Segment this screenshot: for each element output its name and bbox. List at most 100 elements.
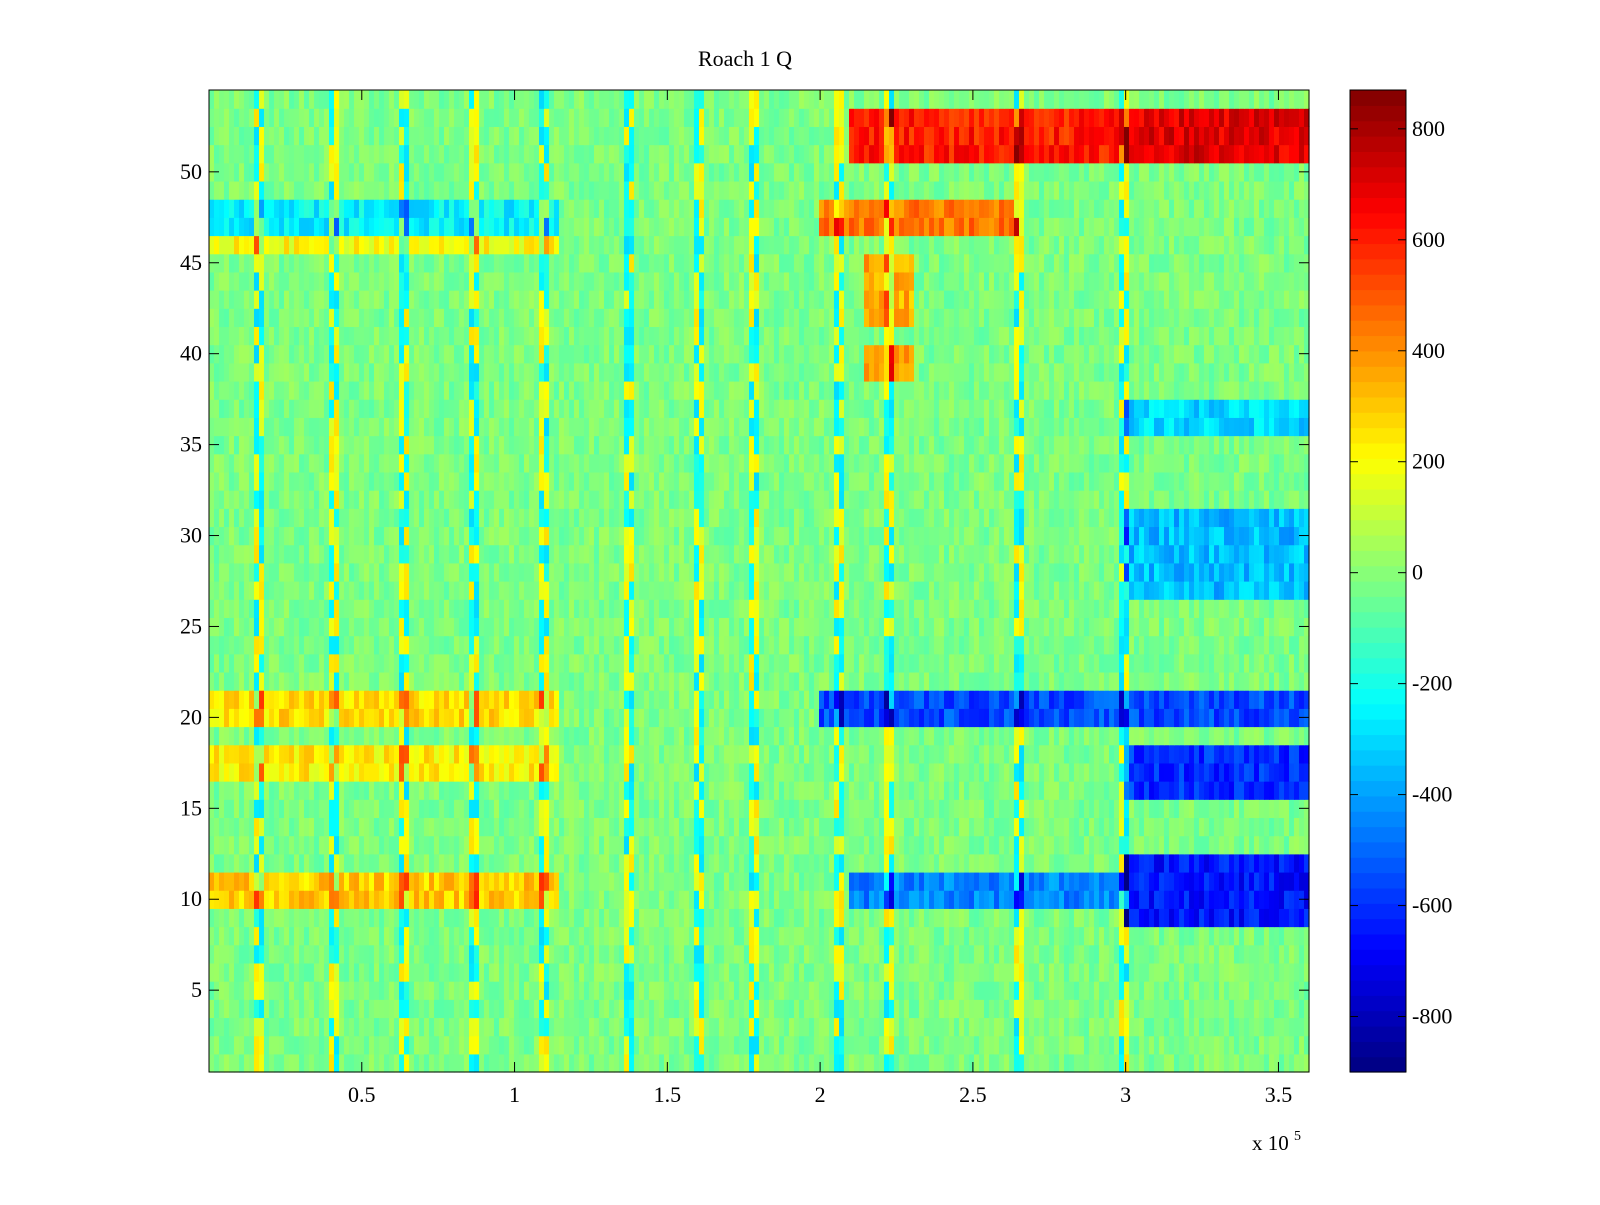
heatmap-cell xyxy=(1254,1053,1260,1073)
heatmap-cell xyxy=(649,835,655,855)
heatmap-cell xyxy=(719,799,725,819)
heatmap-cell xyxy=(524,799,530,819)
heatmap-cell xyxy=(1254,835,1260,855)
heatmap-cell xyxy=(704,653,710,673)
heatmap-cell xyxy=(899,799,905,819)
heatmap-cell xyxy=(479,926,485,946)
heatmap-cell xyxy=(609,708,615,728)
heatmap-cell xyxy=(609,890,615,909)
heatmap-cell xyxy=(539,1035,545,1055)
heatmap-cell xyxy=(1004,981,1010,1000)
heatmap-cell xyxy=(1054,799,1060,819)
heatmap-cell xyxy=(1064,1017,1070,1037)
heatmap-cell xyxy=(314,981,320,1000)
heatmap-cell xyxy=(304,981,310,1000)
heatmap-cell xyxy=(1069,817,1075,837)
heatmap-cell xyxy=(499,1053,505,1073)
heatmap-cell xyxy=(1064,835,1070,855)
heatmap-cell xyxy=(379,799,385,819)
heatmap-cell xyxy=(629,981,635,1000)
heatmap-cell xyxy=(854,981,860,1000)
heatmap-cell xyxy=(1094,926,1100,946)
heatmap-cell xyxy=(1069,1017,1075,1037)
heatmap-cell xyxy=(329,981,335,1000)
heatmap-cell xyxy=(1099,962,1105,982)
heatmap-cell xyxy=(729,708,735,728)
heatmap-cell xyxy=(1029,726,1035,746)
heatmap-cell xyxy=(439,944,445,964)
heatmap-cell xyxy=(809,890,815,909)
heatmap-cell xyxy=(1049,781,1055,800)
heatmap-cell xyxy=(294,853,300,873)
heatmap-cell xyxy=(1239,944,1245,964)
heatmap-cell xyxy=(379,781,385,800)
heatmap-cell xyxy=(764,890,770,909)
heatmap-cell xyxy=(984,999,990,1019)
heatmap-cell xyxy=(1134,744,1140,764)
heatmap-cell xyxy=(514,799,520,819)
heatmap-cell xyxy=(1164,1035,1170,1055)
heatmap-cell xyxy=(369,762,375,782)
heatmap-cell xyxy=(1034,908,1040,928)
heatmap-cell xyxy=(1034,871,1040,891)
heatmap-cell xyxy=(264,1017,270,1037)
heatmap-cell xyxy=(369,962,375,982)
heatmap-cell xyxy=(1224,871,1230,891)
heatmap-cell xyxy=(819,653,825,673)
heatmap-cell xyxy=(244,726,250,746)
heatmap-cell xyxy=(1164,944,1170,964)
heatmap-cell xyxy=(999,853,1005,873)
heatmap-cell xyxy=(1059,908,1065,928)
heatmap-cell xyxy=(514,1053,520,1073)
heatmap-cell xyxy=(899,1053,905,1073)
heatmap-cell xyxy=(729,799,735,819)
heatmap-cell xyxy=(894,1017,900,1037)
heatmap-cell xyxy=(1259,817,1265,837)
heatmap-cell xyxy=(974,835,980,855)
heatmap-cell xyxy=(909,908,915,928)
heatmap-cell xyxy=(569,926,575,946)
heatmap-cell xyxy=(759,708,765,728)
heatmap-cell xyxy=(984,726,990,746)
heatmap-cell xyxy=(584,999,590,1019)
heatmap-cell xyxy=(399,908,405,928)
heatmap-cell xyxy=(354,653,360,673)
heatmap-cell xyxy=(974,962,980,982)
heatmap-cell xyxy=(539,1053,545,1073)
heatmap-cell xyxy=(304,653,310,673)
heatmap-cell xyxy=(1304,762,1310,782)
heatmap-cell xyxy=(789,871,795,891)
heatmap-cell xyxy=(1229,944,1235,964)
heatmap-cell xyxy=(594,835,600,855)
heatmap-cell xyxy=(929,690,935,709)
heatmap-cell xyxy=(234,890,240,909)
heatmap-cell xyxy=(364,726,370,746)
heatmap-cell xyxy=(239,926,245,946)
heatmap-cell xyxy=(264,890,270,909)
heatmap-cell xyxy=(1119,890,1125,909)
heatmap-cell xyxy=(364,853,370,873)
heatmap-cell xyxy=(444,926,450,946)
heatmap-cell xyxy=(734,799,740,819)
heatmap-cell xyxy=(859,981,865,1000)
heatmap-cell xyxy=(1254,690,1260,709)
heatmap-cell xyxy=(1229,853,1235,873)
heatmap-cell xyxy=(554,817,560,837)
heatmap-cell xyxy=(1104,708,1110,728)
heatmap-cell xyxy=(874,835,880,855)
heatmap-cell xyxy=(959,817,965,837)
heatmap-cell xyxy=(474,926,480,946)
heatmap-cell xyxy=(534,799,540,819)
heatmap-cell xyxy=(594,762,600,782)
heatmap-cell xyxy=(274,871,280,891)
heatmap-cell xyxy=(329,908,335,928)
heatmap-cell xyxy=(584,690,590,709)
heatmap-cell xyxy=(329,726,335,746)
heatmap-cell xyxy=(1089,690,1095,709)
heatmap-cell xyxy=(674,799,680,819)
heatmap-cell xyxy=(424,799,430,819)
heatmap-cell xyxy=(339,1053,345,1073)
heatmap-cell xyxy=(359,890,365,909)
heatmap-cell xyxy=(974,690,980,709)
heatmap-cell xyxy=(1059,962,1065,982)
